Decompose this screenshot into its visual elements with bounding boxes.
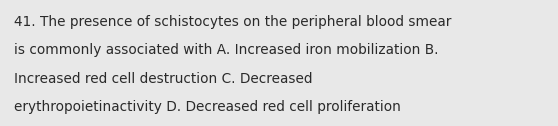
Text: erythropoietinactivity D. Decreased red cell proliferation: erythropoietinactivity D. Decreased red …	[14, 100, 401, 114]
Text: is commonly associated with A. Increased iron mobilization B.: is commonly associated with A. Increased…	[14, 43, 439, 57]
Text: Increased red cell destruction C. Decreased: Increased red cell destruction C. Decrea…	[14, 72, 312, 86]
Text: 41. The presence of schistocytes on the peripheral blood smear: 41. The presence of schistocytes on the …	[14, 15, 451, 29]
